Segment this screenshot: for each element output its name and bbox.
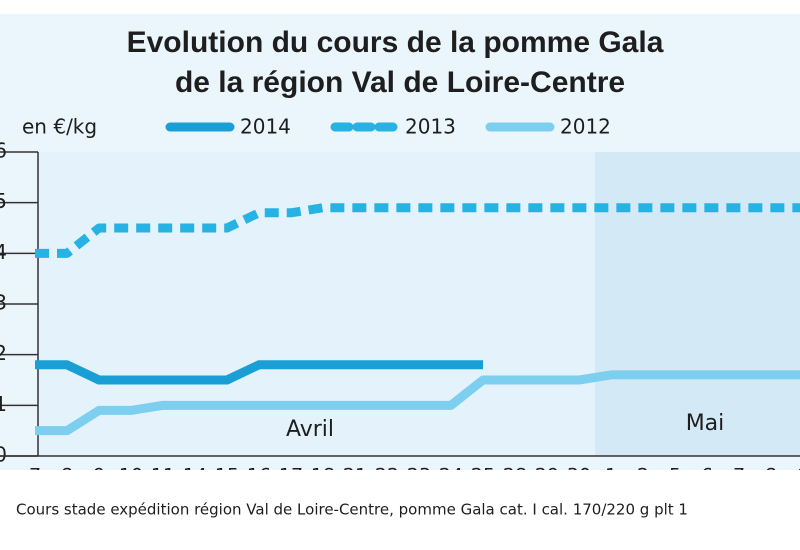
note: Cours stade expédition région Val de Loi… xyxy=(16,501,688,519)
chart-title: Evolution du cours de la pomme Gala xyxy=(127,26,664,59)
y-tick-label: 1,6 xyxy=(0,139,7,163)
series-line xyxy=(35,370,800,436)
month-label: Mai xyxy=(686,411,725,436)
y-tick-label: 1,2 xyxy=(0,341,7,365)
y-tick-label: 1,5 xyxy=(0,189,7,213)
y-tick-label: 1,1 xyxy=(0,392,7,416)
unit-label: en €/kg xyxy=(22,115,97,139)
legend-label: 2014 xyxy=(240,115,291,139)
y-tick-label: 1,3 xyxy=(0,291,7,315)
chart-title: de la région Val de Loire-Centre xyxy=(175,66,625,99)
month-label: Avril xyxy=(286,417,334,442)
y-tick-label: 1,0 xyxy=(0,443,7,467)
series-line xyxy=(35,360,483,385)
footer-band xyxy=(0,470,800,550)
top-band xyxy=(0,0,800,14)
series-line xyxy=(35,203,800,258)
y-tick-label: 1,4 xyxy=(0,240,7,264)
month-shade xyxy=(595,152,800,456)
legend-label: 2013 xyxy=(405,115,456,139)
legend-label: 2012 xyxy=(560,115,611,139)
